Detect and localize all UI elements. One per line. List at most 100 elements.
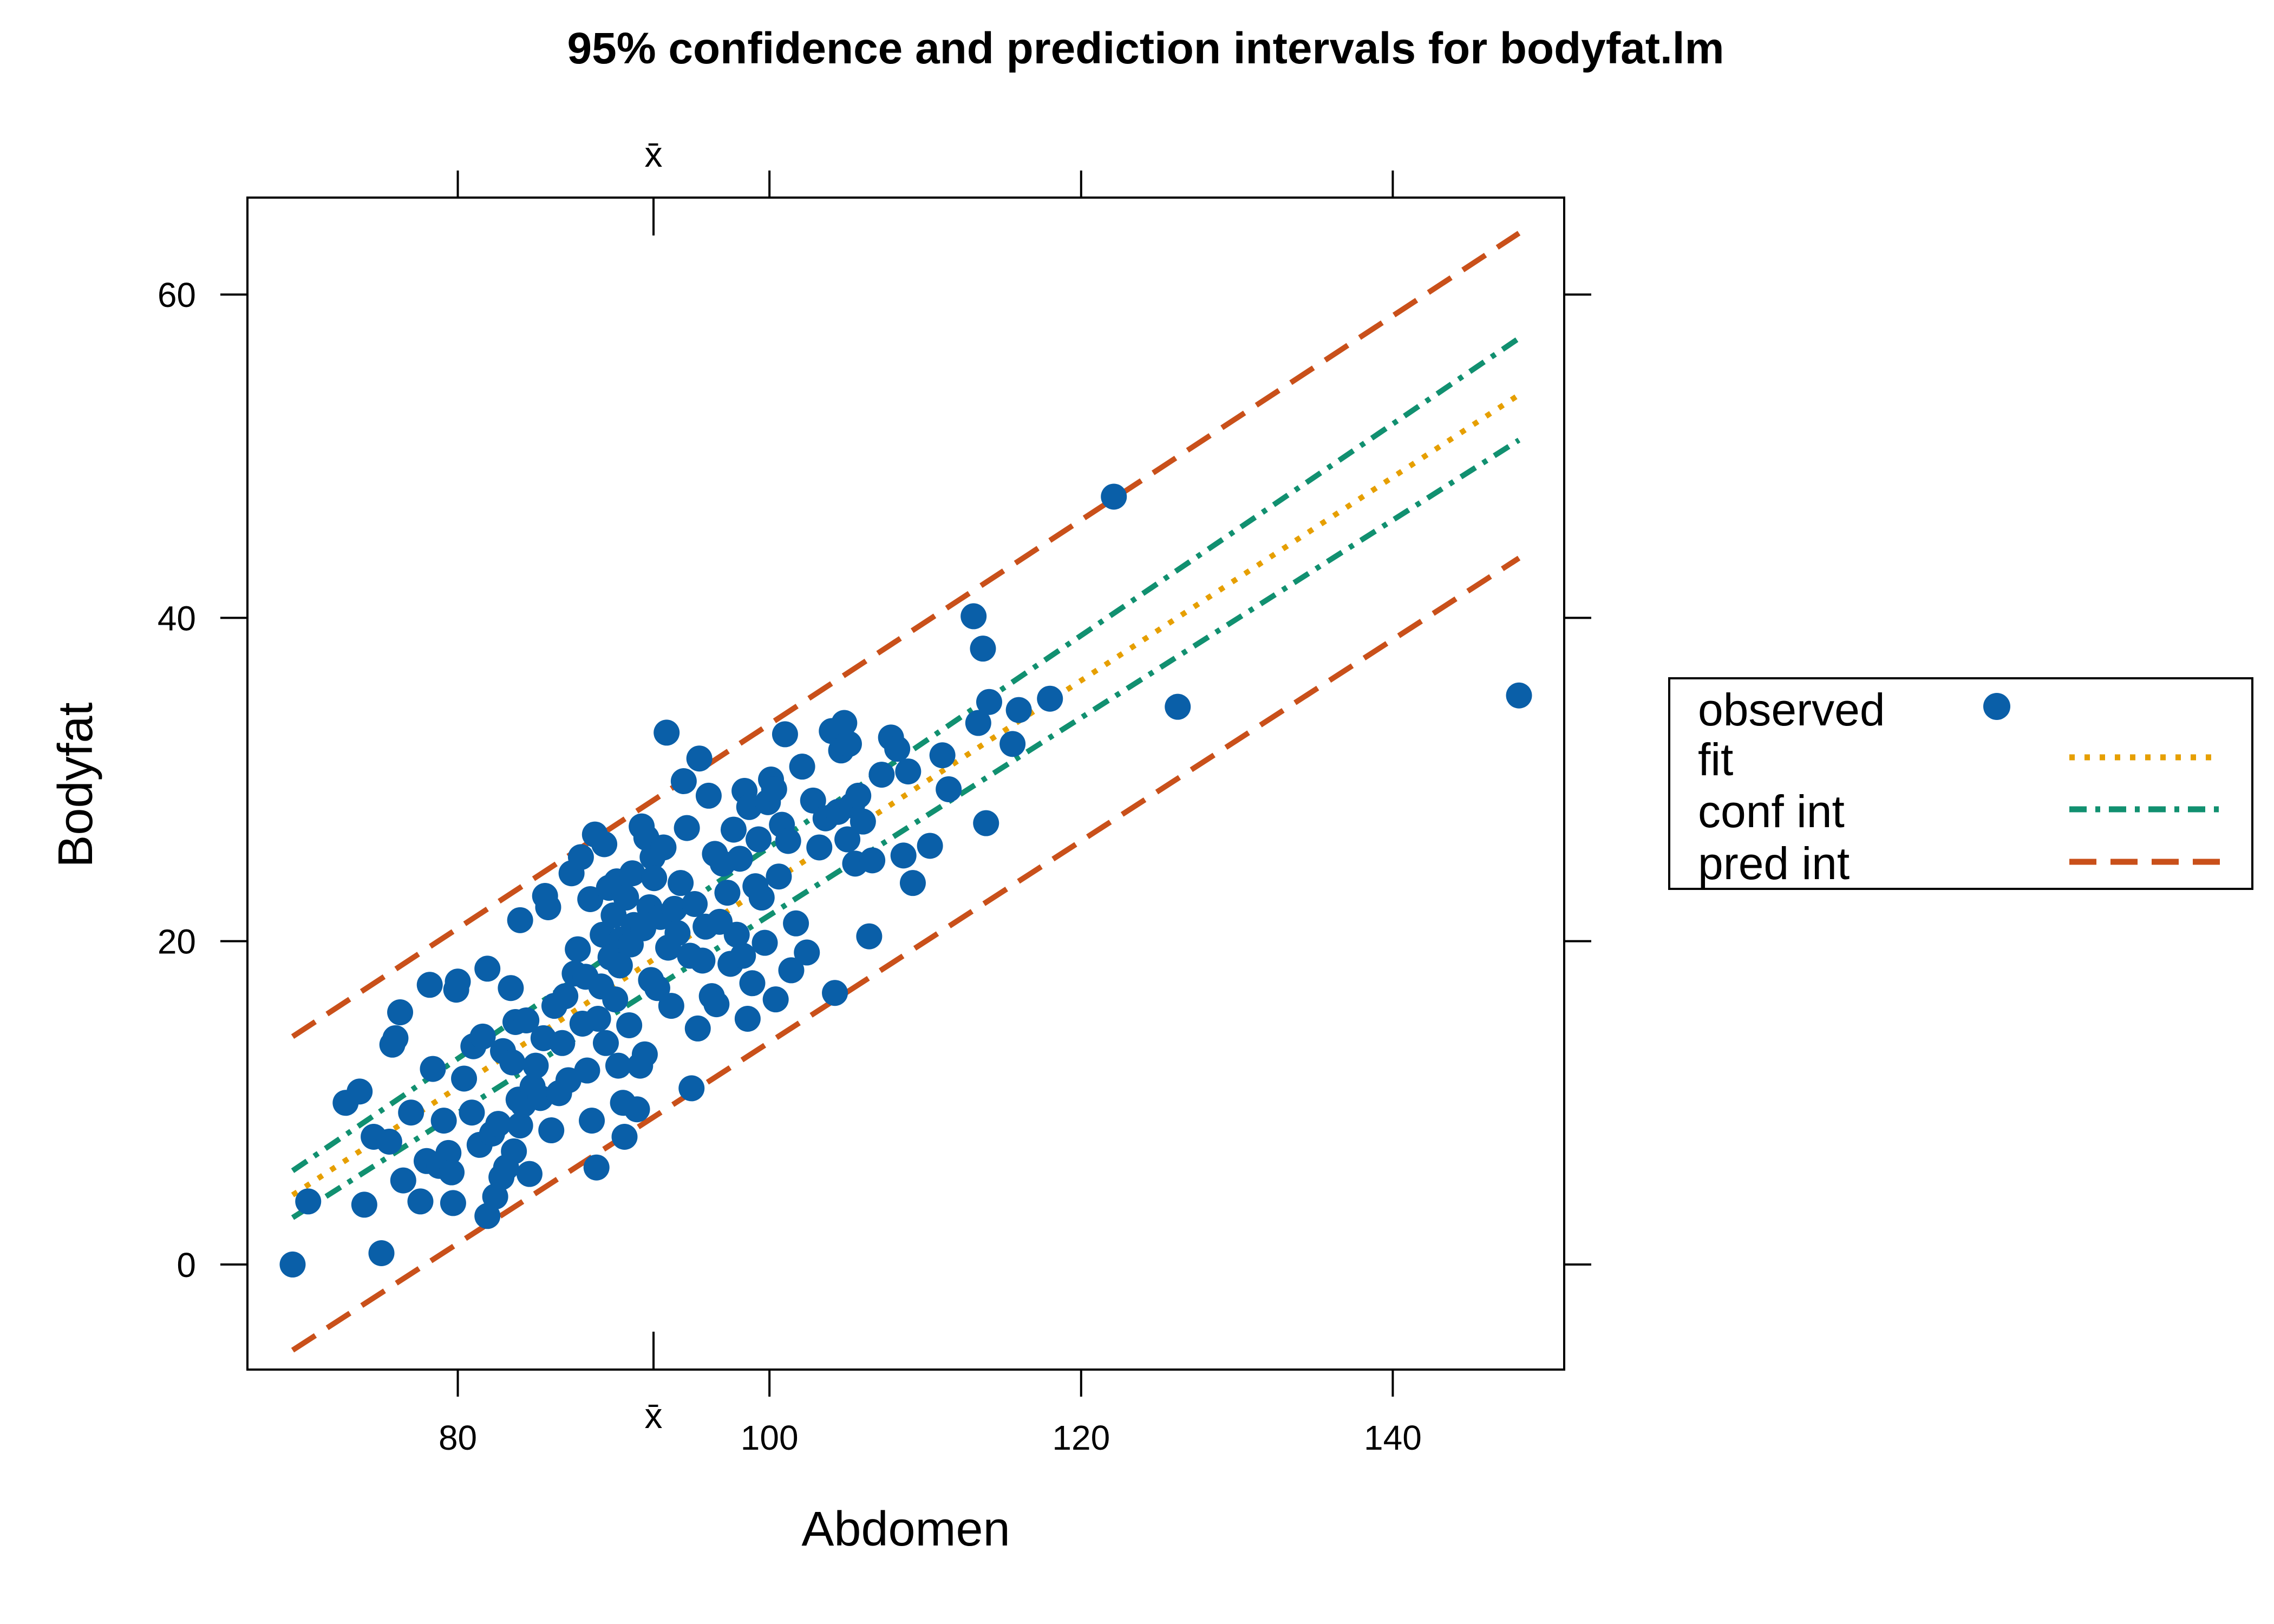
data-point	[535, 894, 561, 920]
observed-points	[279, 483, 1532, 1278]
data-point	[761, 776, 787, 802]
data-point	[606, 952, 633, 979]
data-point	[730, 942, 756, 969]
xbar-bottom-label: x̄	[645, 1396, 663, 1436]
data-point	[714, 880, 741, 906]
data-point	[789, 754, 815, 780]
data-point	[641, 865, 668, 892]
data-point	[420, 1056, 446, 1082]
data-point	[960, 603, 987, 630]
data-point	[501, 1138, 527, 1164]
data-point	[720, 816, 747, 843]
data-point	[440, 1190, 466, 1216]
data-point	[619, 860, 645, 887]
data-point	[574, 1057, 600, 1084]
data-point	[439, 1159, 465, 1186]
data-point	[435, 1140, 462, 1166]
data-point	[516, 1161, 543, 1187]
data-point	[868, 762, 895, 788]
data-point	[522, 1052, 549, 1079]
data-point	[748, 885, 775, 911]
data-point	[1037, 685, 1063, 712]
data-point	[469, 1023, 496, 1050]
data-point	[806, 834, 833, 861]
legend-label-fit: fit	[1698, 734, 1733, 785]
data-point	[613, 885, 639, 911]
data-point	[592, 1030, 619, 1056]
data-point	[658, 993, 684, 1019]
data-point	[611, 1123, 638, 1150]
data-point	[538, 1117, 565, 1144]
data-point	[831, 710, 858, 736]
x-tick-label: 80	[439, 1418, 477, 1457]
data-point	[498, 975, 524, 1001]
data-point	[631, 1041, 658, 1068]
data-point	[684, 1015, 711, 1042]
x-axis-label: Abdomen	[801, 1502, 1010, 1556]
data-point	[279, 1251, 306, 1278]
data-point	[762, 986, 789, 1013]
data-point	[654, 719, 680, 746]
legend-label-pred-int: pred int	[1698, 838, 1850, 889]
data-point	[347, 1078, 373, 1105]
data-point	[856, 923, 883, 949]
data-point	[1165, 693, 1191, 720]
x-tick-label: 100	[741, 1418, 799, 1457]
pred-int-lower-line	[291, 555, 1521, 1353]
data-point	[416, 972, 443, 998]
data-point	[835, 731, 862, 757]
data-point	[970, 636, 996, 662]
data-point	[407, 1188, 434, 1215]
x-tick-label: 120	[1052, 1418, 1110, 1457]
data-point	[689, 947, 716, 974]
data-point	[734, 1005, 761, 1032]
data-point	[895, 758, 922, 785]
data-point	[585, 1005, 611, 1032]
data-point	[845, 782, 872, 809]
data-point	[973, 810, 999, 836]
data-point	[605, 1052, 631, 1079]
data-point	[884, 736, 911, 762]
data-point	[552, 983, 579, 1010]
data-point	[682, 890, 708, 917]
data-point	[445, 968, 471, 995]
data-point	[1506, 682, 1532, 709]
x-tick-label: 140	[1364, 1418, 1422, 1457]
y-tick-label: 0	[177, 1246, 196, 1285]
data-point	[451, 1065, 478, 1092]
data-point	[834, 826, 861, 853]
data-point	[376, 1128, 402, 1155]
data-point	[850, 808, 876, 835]
data-point	[664, 920, 691, 946]
chart-title: 95% confidence and prediction intervals …	[567, 24, 1724, 73]
legend-label-observed: observed	[1698, 684, 1885, 735]
data-point	[661, 895, 688, 922]
data-point	[775, 828, 801, 854]
data-point	[644, 975, 670, 1001]
y-tick-label: 40	[158, 599, 196, 638]
data-point	[917, 833, 943, 859]
data-point	[602, 986, 629, 1013]
data-point	[583, 1154, 610, 1181]
data-point	[999, 731, 1026, 757]
data-point	[727, 846, 753, 872]
interval-lines	[291, 231, 1521, 1353]
data-point	[723, 921, 750, 948]
data-point	[387, 999, 414, 1026]
data-point	[368, 1240, 395, 1266]
data-point	[459, 1099, 485, 1126]
data-point	[794, 939, 820, 966]
data-point	[295, 1188, 322, 1215]
data-point	[430, 1108, 457, 1134]
data-point	[746, 826, 772, 853]
data-point	[650, 834, 677, 861]
data-point	[565, 936, 591, 962]
data-point	[752, 929, 778, 956]
data-point	[567, 844, 594, 870]
data-point	[507, 1112, 533, 1139]
data-point	[936, 776, 962, 802]
data-point	[513, 1007, 540, 1033]
data-point	[772, 721, 798, 748]
data-point	[783, 910, 809, 937]
